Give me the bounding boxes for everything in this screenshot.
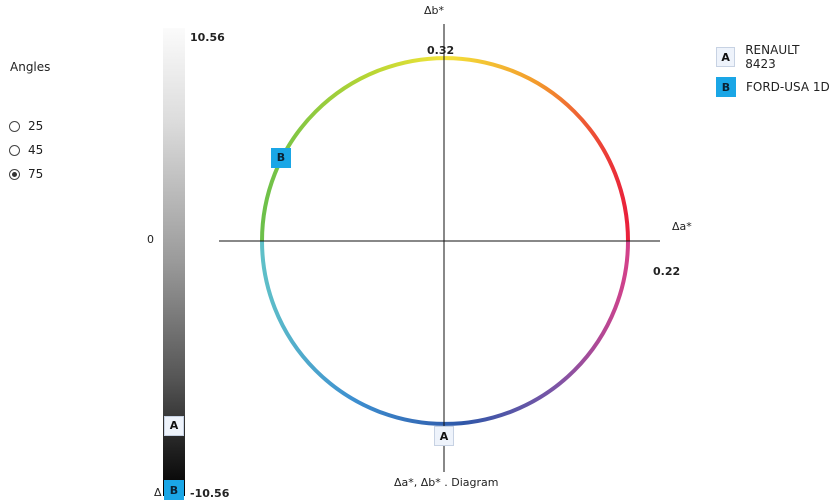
- lightness-min-label: -10.56: [190, 487, 230, 500]
- x-axis-label: Δa*: [672, 220, 692, 233]
- legend-marker-a: A: [716, 47, 736, 67]
- hue-marker-b[interactable]: B: [270, 147, 291, 168]
- angle-option-45[interactable]: 45: [9, 143, 43, 157]
- lightness-delta-label: Δ: [154, 486, 162, 499]
- angle-option-label: 25: [28, 119, 44, 133]
- lightness-gradient-bar: [163, 28, 185, 496]
- legend-marker-b: B: [716, 77, 736, 97]
- lightness-zero-label: 0: [147, 233, 154, 246]
- y-axis-label: Δb*: [424, 4, 445, 17]
- radio-button[interactable]: [9, 120, 20, 132]
- lightness-marker-a[interactable]: A: [164, 415, 184, 436]
- angle-option-label: 45: [28, 143, 44, 157]
- legend-item-a[interactable]: A RENAULT 8423: [716, 43, 830, 71]
- hue-ring-lower: [260, 240, 630, 426]
- angle-option-label: 75: [28, 167, 44, 181]
- y-axis-max-value: 0.32: [427, 44, 455, 57]
- legend-item-b[interactable]: B FORD-USA 1D: [716, 77, 830, 97]
- angles-title: Angles: [10, 60, 51, 74]
- hue-marker-a[interactable]: A: [434, 426, 454, 446]
- x-axis-max-value: 0.22: [653, 265, 681, 278]
- angle-option-75[interactable]: 75: [9, 167, 43, 181]
- legend-label: RENAULT 8423: [745, 43, 800, 71]
- radio-button-selected[interactable]: [9, 168, 20, 180]
- lightness-max-label: 10.56: [190, 31, 225, 44]
- radio-button[interactable]: [9, 144, 20, 156]
- diagram-caption: Δa*, Δb* . Diagram: [394, 476, 499, 489]
- legend-label: FORD-USA 1D: [746, 80, 830, 94]
- angle-option-25[interactable]: 25: [9, 119, 43, 133]
- lightness-marker-b[interactable]: B: [164, 480, 184, 501]
- hue-ring-upper: [260, 56, 630, 242]
